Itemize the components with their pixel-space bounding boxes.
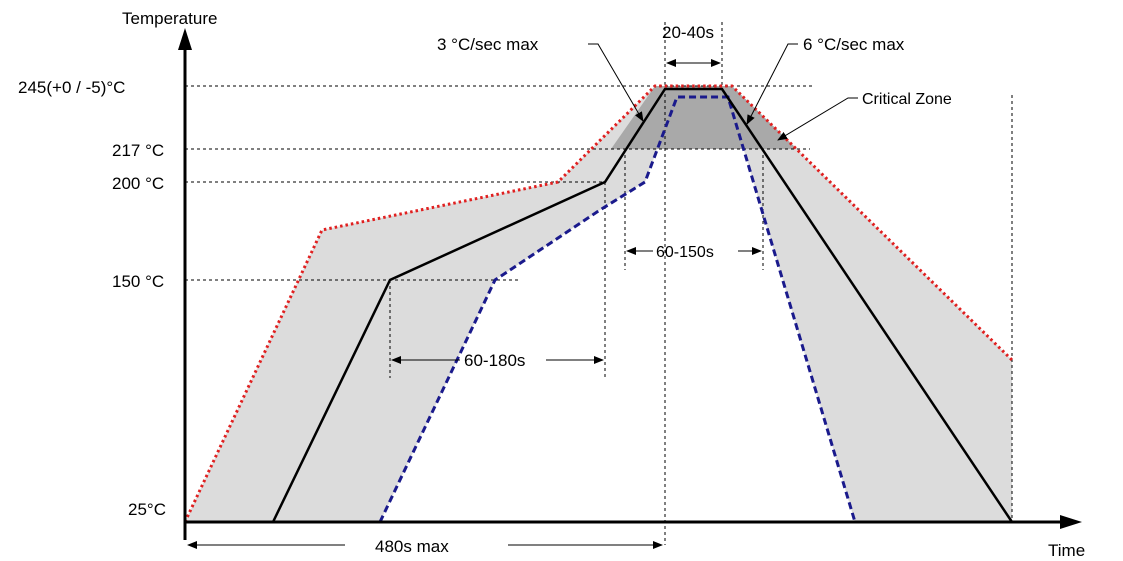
y-axis-label: Temperature bbox=[122, 9, 217, 28]
ramp-up-leader bbox=[588, 43, 644, 122]
peak-time-label: 20-40s bbox=[662, 23, 714, 42]
above-liquidus-label: 60-150s bbox=[656, 244, 714, 261]
level-label-245: 245(+0 / -5)°C bbox=[18, 78, 125, 97]
total-time-label: 480s max bbox=[375, 537, 449, 556]
level-label-200: 200 °C bbox=[112, 174, 164, 193]
level-label-217: 217 °C bbox=[112, 141, 164, 160]
x-axis-label: Time bbox=[1048, 541, 1085, 560]
process-window-region bbox=[185, 86, 1012, 522]
level-label-150: 150 °C bbox=[112, 272, 164, 291]
y-axis-arrow-icon bbox=[178, 28, 192, 50]
nominal-profile-line bbox=[271, 87, 1014, 523]
ramp-down-leader bbox=[746, 43, 798, 125]
x-axis-arrow-icon bbox=[1060, 515, 1082, 529]
upper-limit-line bbox=[183, 84, 1014, 523]
critical-zone-label: Critical Zone bbox=[862, 91, 952, 108]
ramp-down-label: 6 °C/sec max bbox=[803, 35, 905, 54]
critical-zone-region bbox=[611, 86, 797, 149]
preheat-label: 60-180s bbox=[464, 351, 525, 370]
level-label-25: 25°C bbox=[128, 500, 166, 519]
ramp-up-label: 3 °C/sec max bbox=[437, 35, 539, 54]
critical-zone-leader bbox=[777, 97, 858, 141]
